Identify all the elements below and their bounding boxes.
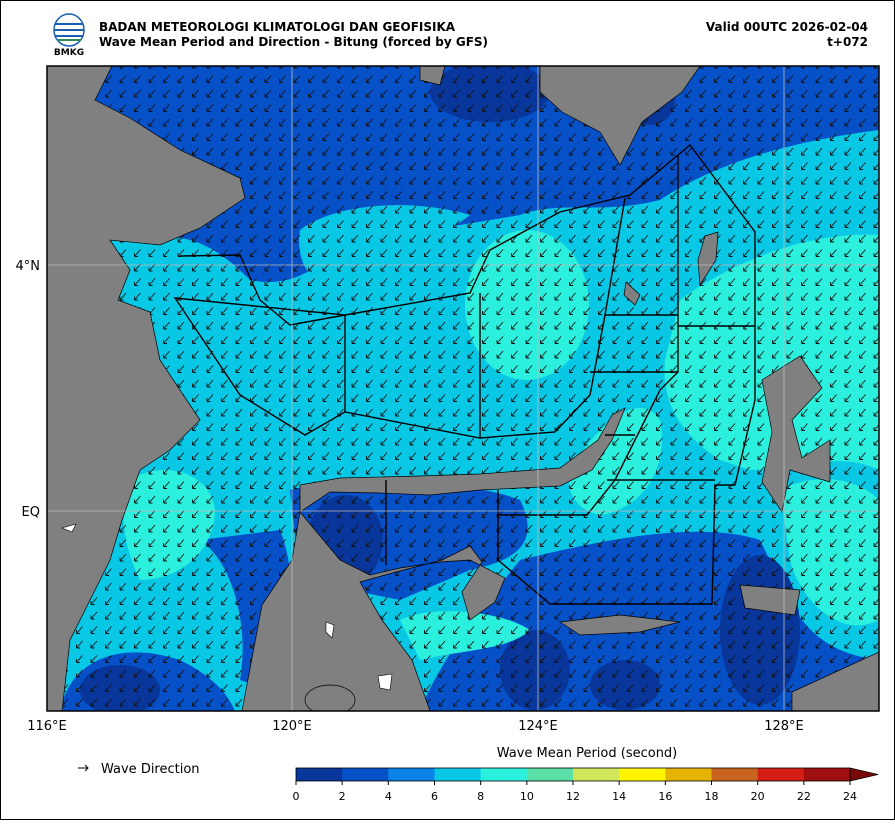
- direction-legend: Wave Direction: [101, 762, 200, 777]
- islands: [61, 523, 393, 691]
- colorbar-bin: [803, 768, 851, 781]
- colorbar-bin: [434, 768, 482, 781]
- colorbar-bin: [526, 768, 574, 781]
- x-axis-label: 116°E: [27, 719, 67, 734]
- colorbar-bin: [665, 768, 712, 781]
- colorbar-tick-label: 0: [293, 790, 300, 803]
- colorbar-tick-label: 22: [797, 790, 811, 803]
- colorbar-tick-label: 24: [843, 790, 857, 803]
- colorbar-bin: [711, 768, 759, 781]
- map-frame: [46, 65, 880, 712]
- colorbar-bin: [388, 768, 435, 781]
- valid-time: Valid 00UTC 2026-02-04: [706, 20, 868, 34]
- colorbar-tick-label: 14: [612, 790, 626, 803]
- colorbar-bin: [480, 768, 528, 781]
- colorbar-tick-label: 20: [751, 790, 765, 803]
- land: [47, 66, 879, 711]
- forecast-zones: [173, 143, 756, 605]
- colorbar-bin: [296, 768, 343, 781]
- y-axis-label: EQ: [22, 505, 40, 520]
- x-axis-label: 128°E: [764, 719, 804, 734]
- colorbar-tick-label: 2: [339, 790, 346, 803]
- colorbar-tick-label: 16: [658, 790, 672, 803]
- axis-labels: 116°E 120°E 124°E 128°E 4°N EQ: [16, 259, 804, 734]
- colorbar-bin: [619, 768, 666, 781]
- colorbar-bin: [342, 768, 389, 781]
- map: [47, 66, 879, 711]
- x-axis-label: 120°E: [272, 719, 312, 734]
- colorbar-tick-label: 10: [520, 790, 534, 803]
- lead-time: t+072: [827, 35, 868, 49]
- direction-arrow-key: [78, 764, 89, 772]
- x-axis-label: 124°E: [518, 719, 558, 734]
- y-axis-label: 4°N: [16, 259, 41, 274]
- colorbar-bin: [757, 768, 805, 781]
- title: Wave Mean Period and Direction - Bitung …: [99, 35, 488, 49]
- logo-text: BMKG: [54, 48, 84, 58]
- colorbar-title: Wave Mean Period (second): [497, 746, 678, 761]
- logo: BMKG: [53, 13, 85, 58]
- colorbar-bin: [573, 768, 620, 781]
- colorbar-tick-label: 18: [705, 790, 719, 803]
- colorbar-tick-label: 8: [477, 790, 484, 803]
- colorbar-tick-label: 12: [566, 790, 580, 803]
- agency: BADAN METEOROLOGI KLIMATOLOGI DAN GEOFIS…: [99, 20, 456, 34]
- colorbar-tick-label: 6: [431, 790, 438, 803]
- colorbar: 0 2 4 6 8 10 12 14 16 18 20 22 24: [293, 767, 879, 803]
- graticule: [47, 66, 879, 711]
- colorbar-tick-label: 4: [385, 790, 392, 803]
